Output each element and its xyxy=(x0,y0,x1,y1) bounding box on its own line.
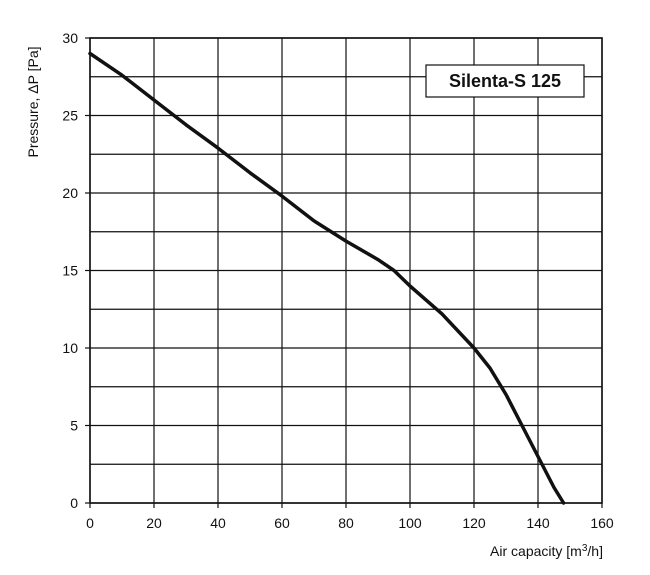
data-point xyxy=(563,503,564,504)
data-point xyxy=(506,394,507,395)
legend-box: Silenta-S 125 xyxy=(425,64,585,98)
y-tick-label: 20 xyxy=(62,185,78,201)
y-tick-label: 5 xyxy=(70,418,78,434)
data-point xyxy=(154,100,155,101)
data-point xyxy=(314,220,315,221)
data-point xyxy=(522,425,523,426)
data-point xyxy=(474,348,475,349)
series-line xyxy=(88,51,566,505)
data-point xyxy=(90,53,91,54)
data-point xyxy=(538,456,539,457)
y-tick-label: 30 xyxy=(62,30,78,46)
x-tick-label: 100 xyxy=(398,515,422,531)
y-axis-label: Pressure, ΔP [Pa] xyxy=(25,46,41,157)
x-tick-label: 140 xyxy=(526,515,550,531)
y-tick-label: 15 xyxy=(62,263,78,279)
data-point xyxy=(442,313,443,314)
series-group xyxy=(88,51,566,505)
y-tick-label: 0 xyxy=(70,495,78,511)
x-tick-label: 120 xyxy=(462,515,486,531)
data-point xyxy=(122,75,123,76)
y-tick-label: 25 xyxy=(62,108,78,124)
data-point xyxy=(282,196,283,197)
data-point xyxy=(186,124,187,125)
data-point xyxy=(490,368,491,369)
data-point xyxy=(346,241,347,242)
x-tick-label: 160 xyxy=(590,515,614,531)
x-tick-label: 80 xyxy=(338,515,354,531)
data-point xyxy=(554,487,555,488)
data-point xyxy=(410,286,411,287)
x-tick-label: 0 xyxy=(86,515,94,531)
y-tick-label: 10 xyxy=(62,340,78,356)
data-point xyxy=(250,172,251,173)
data-point xyxy=(394,270,395,271)
x-tick-label: 20 xyxy=(146,515,162,531)
x-tick-label: 40 xyxy=(210,515,226,531)
y-tick-labels: 0 5 10 15 20 25 30 xyxy=(62,30,90,511)
data-point xyxy=(218,148,219,149)
x-tick-labels: 0 20 40 60 80 100 120 140 160 xyxy=(86,503,614,531)
legend-frame xyxy=(425,64,585,98)
data-point xyxy=(378,259,379,260)
chart-title: Silenta-S 125 xyxy=(449,71,561,91)
x-axis-label: Air capacity [m3/h] xyxy=(490,543,603,560)
x-tick-label: 60 xyxy=(274,515,290,531)
